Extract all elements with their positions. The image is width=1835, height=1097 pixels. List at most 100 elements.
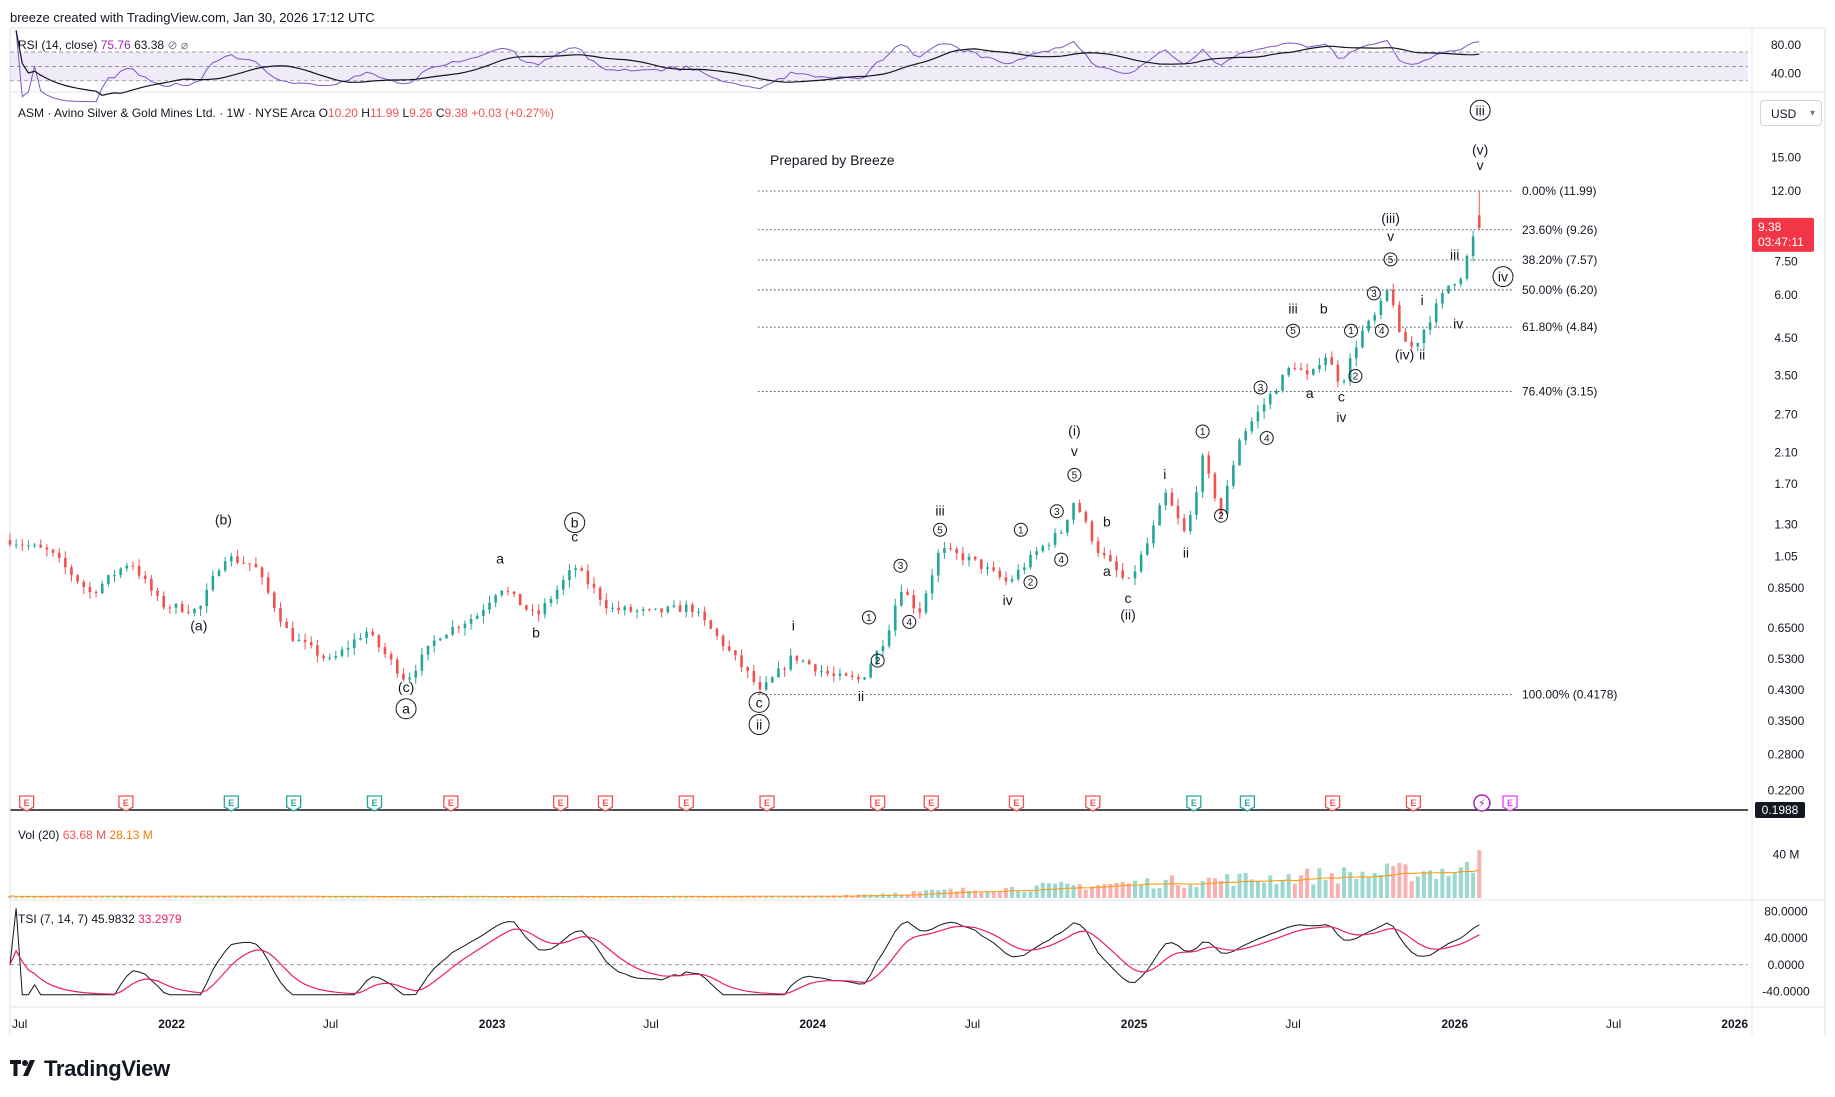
gear-icon[interactable]: ⌀ [180, 38, 189, 52]
candle [8, 540, 12, 545]
earnings-marker-icon [923, 795, 939, 812]
chevron-down-icon: ▾ [1809, 108, 1815, 119]
volume-bar [997, 892, 1002, 898]
candle [795, 655, 799, 661]
wave-label: iii [1450, 246, 1459, 262]
candle [1385, 289, 1389, 302]
volume-bar [813, 896, 818, 898]
candle [561, 580, 565, 590]
wave-label: 1 [1018, 525, 1024, 536]
volume-bar [1477, 850, 1482, 898]
wave-label: 1 [1200, 427, 1206, 438]
candle [1109, 555, 1112, 562]
candle [1256, 411, 1260, 422]
chart-credit: breeze created with TradingView.com, Jan… [10, 10, 375, 25]
candle [697, 611, 700, 613]
volume-bar [1348, 872, 1353, 898]
candle [365, 631, 368, 638]
axes: 19.0015.0012.009.507.506.004.503.502.702… [12, 115, 1814, 1031]
low-value: 9.26 [409, 106, 433, 120]
volume-bar [1428, 870, 1433, 898]
price-tick-label: 0.2200 [1768, 784, 1805, 798]
volume-bar [1458, 867, 1463, 898]
volume-bar [1311, 884, 1316, 898]
wave-label: b [532, 625, 540, 641]
price-tick-label: 0.2800 [1768, 748, 1805, 762]
volume-bar [801, 896, 806, 898]
earnings-marker-icon [1008, 795, 1025, 812]
tradingview-logo[interactable]: TradingView [10, 1056, 170, 1082]
candle [1102, 553, 1106, 556]
tsi-legend[interactable]: TSI (7, 14, 7) 45.9832 33.2979 [18, 912, 182, 926]
earnings-marker-icon [366, 795, 383, 812]
wave-label-ring [1469, 99, 1491, 121]
candle [1336, 364, 1340, 382]
candle [734, 650, 737, 656]
earnings-marker-glyph: E [291, 798, 297, 808]
wave-label: a [402, 701, 410, 717]
wave-label-ring [748, 714, 770, 736]
earnings-marker-icon [1186, 795, 1202, 812]
volume-bar [1262, 882, 1267, 898]
rsi-value: 75.76 [100, 38, 131, 52]
volume-bar [44, 896, 49, 898]
candle [402, 673, 405, 680]
candle [838, 673, 842, 676]
volume-bar [653, 896, 658, 898]
time-tick-label: Jul [1606, 1017, 1621, 1031]
earnings-marker-icon [1239, 795, 1256, 812]
candle [352, 639, 356, 648]
wave-label: v [1477, 157, 1484, 173]
candle [439, 638, 442, 641]
volume-bar [807, 895, 812, 898]
volume-bar [358, 895, 363, 898]
volume-bar [419, 896, 424, 898]
volume-bar [991, 891, 996, 898]
volume-bar [333, 896, 338, 898]
currency-button[interactable]: USD ▾ [1760, 100, 1822, 126]
low-label: L [402, 106, 410, 120]
volume-bar [714, 896, 719, 898]
time-tick-label: 2022 [158, 1017, 185, 1031]
volume-bar [1145, 878, 1150, 898]
wave-label: (iii) [1381, 210, 1400, 226]
last-price-badge [1752, 217, 1814, 252]
volume-bar [1249, 879, 1254, 898]
candle [936, 553, 940, 576]
symbol-legend[interactable]: ASM · Avino Silver & Gold Mines Ltd. · 1… [18, 106, 554, 120]
candle [236, 556, 239, 563]
candle [930, 575, 934, 594]
volume-bar [1434, 878, 1439, 898]
volume-bar [469, 896, 474, 898]
volume-bar [432, 896, 437, 898]
candle [1201, 455, 1204, 493]
price-tick-label: 0.5300 [1768, 652, 1805, 666]
volume-legend[interactable]: Vol (20) 63.68 M 28.13 M [18, 828, 153, 842]
candle [906, 591, 909, 596]
candle [420, 654, 424, 671]
volume-bar [247, 896, 252, 898]
candle [322, 655, 325, 659]
volume-pane: 40 M [8, 847, 1799, 898]
volume-bar [764, 895, 769, 898]
close-label: C [435, 106, 445, 120]
wave-label-ring [1344, 323, 1359, 338]
volume-bar [106, 895, 111, 898]
candle [1318, 364, 1321, 370]
rsi-legend[interactable]: RSI (14, close) 75.76 63.38 ⊘ ⌀ [18, 38, 188, 52]
candle [703, 611, 706, 621]
candle [967, 556, 971, 561]
candle [740, 655, 743, 668]
volume-bar [1182, 887, 1187, 898]
candle [1311, 369, 1315, 375]
volume-bar [782, 896, 787, 898]
candle [592, 583, 596, 588]
eye-off-icon[interactable]: ⊘ [167, 38, 178, 52]
wave-label: 4 [907, 617, 913, 628]
wave-label: c [756, 694, 763, 710]
candle [1250, 421, 1254, 432]
volume-bar [57, 895, 62, 898]
wave-label: 3 [1258, 383, 1264, 394]
candle [605, 599, 608, 609]
